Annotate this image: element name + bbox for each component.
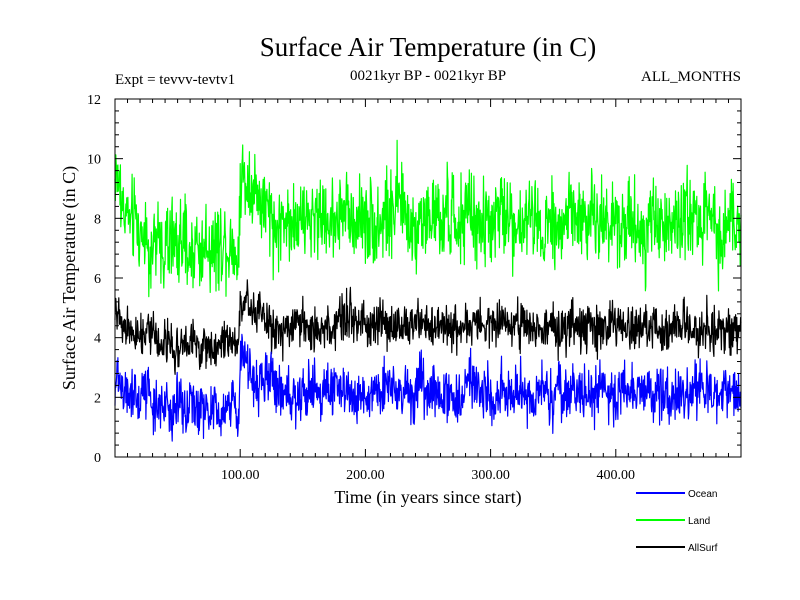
series-line-ocean — [114, 333, 742, 442]
x-tick-label-2: 300.00 — [471, 468, 510, 483]
legend: Ocean Land AllSurf — [636, 489, 718, 554]
x-tick-label-1: 200.00 — [346, 468, 385, 483]
x-tick-label-3: 400.00 — [597, 468, 636, 483]
x-tick-label-0: 100.00 — [221, 468, 260, 483]
x-axis-label: Time (in years since start) — [334, 487, 521, 508]
y-axis-label: Surface Air Temperature (in C) — [59, 166, 80, 390]
experiment-label: Expt = tevvv-tevtv1 — [115, 72, 235, 88]
series-line-land — [114, 139, 742, 298]
y-tick-label-2: 4 — [94, 332, 101, 347]
period-label: 0021kyr BP - 0021kyr BP — [350, 68, 506, 84]
legend-label-ocean: Ocean — [688, 489, 717, 500]
months-label: ALL_MONTHS — [641, 69, 741, 85]
series-layer — [114, 139, 742, 442]
ticks-layer: 100.00 200.00 300.00 400.00 0 2 4 6 8 10 12 — [87, 93, 741, 483]
y-tick-label-6: 12 — [87, 93, 101, 108]
y-tick-label-0: 0 — [94, 451, 101, 466]
series-line-allsurf — [114, 279, 742, 375]
chart-title: Surface Air Temperature (in C) — [260, 32, 597, 62]
legend-label-allsurf: AllSurf — [688, 543, 718, 554]
y-tick-label-3: 6 — [94, 272, 101, 287]
y-tick-label-5: 10 — [87, 153, 101, 168]
y-tick-label-1: 2 — [94, 391, 101, 406]
legend-label-land: Land — [688, 516, 710, 527]
y-tick-label-4: 8 — [94, 212, 101, 227]
